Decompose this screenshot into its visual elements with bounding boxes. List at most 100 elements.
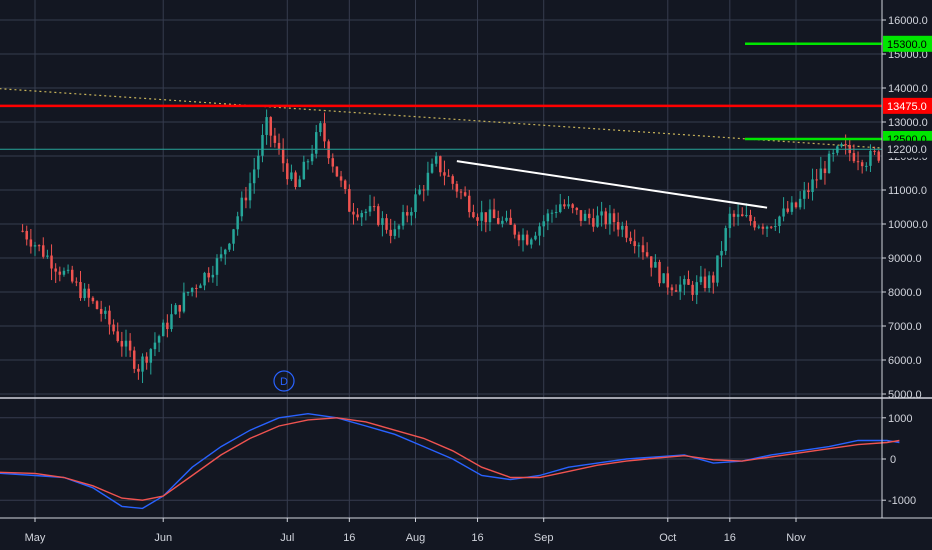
candle[interactable] [434, 156, 438, 164]
candle[interactable] [422, 189, 426, 191]
candle[interactable] [149, 349, 153, 363]
candle[interactable] [207, 272, 210, 278]
candle[interactable] [786, 208, 789, 212]
candle[interactable] [372, 206, 376, 208]
candle[interactable] [790, 202, 794, 212]
candle[interactable] [286, 163, 289, 180]
candle[interactable] [749, 215, 752, 222]
candle[interactable] [463, 192, 467, 196]
candle[interactable] [261, 134, 264, 156]
candle[interactable] [546, 213, 550, 222]
candle[interactable] [501, 220, 504, 224]
candle[interactable] [513, 224, 517, 235]
candle[interactable] [559, 204, 562, 213]
candle[interactable] [108, 310, 111, 325]
candle[interactable] [492, 209, 496, 219]
candle[interactable] [877, 151, 880, 161]
candle[interactable] [269, 117, 272, 136]
candle[interactable] [99, 308, 103, 314]
candle[interactable] [691, 284, 694, 295]
candle[interactable] [195, 287, 198, 289]
candle[interactable] [674, 290, 678, 292]
candle[interactable] [426, 172, 430, 191]
candle[interactable] [732, 213, 736, 217]
candle[interactable] [621, 225, 624, 230]
candle[interactable] [46, 255, 49, 257]
candle[interactable] [575, 207, 579, 211]
candle[interactable] [294, 172, 297, 187]
candle[interactable] [37, 245, 41, 247]
candle[interactable] [314, 132, 318, 154]
candle[interactable] [869, 150, 872, 166]
candle[interactable] [137, 368, 140, 372]
candle[interactable] [252, 169, 256, 184]
candle[interactable] [538, 226, 541, 236]
candle[interactable] [600, 211, 603, 216]
candle[interactable] [521, 234, 525, 241]
candle[interactable] [236, 216, 239, 230]
candle[interactable] [79, 281, 82, 299]
candle[interactable] [455, 183, 459, 192]
candle[interactable] [765, 226, 769, 229]
candle[interactable] [604, 211, 607, 225]
candle[interactable] [430, 163, 434, 173]
candle[interactable] [381, 218, 384, 225]
candle[interactable] [517, 234, 521, 241]
candle[interactable] [803, 190, 806, 199]
candle[interactable] [740, 214, 744, 217]
candle[interactable] [753, 221, 756, 228]
candle[interactable] [587, 213, 591, 219]
oscillator-line[interactable] [0, 412, 900, 510]
candle[interactable] [592, 218, 595, 227]
candle[interactable] [153, 342, 157, 350]
candle[interactable] [203, 272, 206, 286]
white-trendline[interactable] [456, 160, 768, 209]
candle[interactable] [215, 258, 219, 275]
candle[interactable] [625, 225, 628, 238]
candle[interactable] [161, 322, 165, 337]
candle[interactable] [145, 356, 148, 363]
candle[interactable] [666, 273, 670, 288]
candle[interactable] [815, 179, 818, 181]
candle[interactable] [42, 245, 45, 257]
candle[interactable] [439, 156, 442, 173]
candle[interactable] [637, 245, 641, 247]
candle[interactable] [319, 123, 322, 133]
candle[interactable] [298, 179, 301, 187]
candle[interactable] [277, 142, 281, 149]
candle[interactable] [87, 288, 91, 298]
dividend-marker-circle[interactable] [273, 370, 295, 392]
candle[interactable] [583, 213, 587, 221]
candle[interactable] [484, 212, 488, 223]
candle[interactable] [157, 336, 161, 343]
candle[interactable] [360, 213, 363, 218]
candle[interactable] [182, 292, 186, 312]
candle[interactable] [397, 225, 401, 230]
candle[interactable] [658, 261, 661, 284]
candle[interactable] [480, 212, 483, 221]
candle[interactable] [798, 198, 802, 208]
candle[interactable] [389, 229, 392, 236]
candle[interactable] [310, 153, 314, 162]
candle[interactable] [695, 282, 698, 295]
candle[interactable] [670, 287, 674, 291]
candle[interactable] [58, 271, 62, 275]
candle[interactable] [769, 226, 773, 228]
candle[interactable] [707, 275, 711, 288]
candle[interactable] [728, 213, 732, 229]
candle[interactable] [116, 331, 119, 342]
candle[interactable] [368, 206, 372, 212]
candle[interactable] [166, 322, 169, 330]
candle[interactable] [25, 230, 28, 240]
candle[interactable] [542, 221, 545, 227]
candle[interactable] [211, 274, 215, 278]
candle[interactable] [21, 230, 24, 232]
candle[interactable] [650, 256, 653, 268]
candle[interactable] [401, 212, 405, 226]
candle[interactable] [91, 297, 95, 302]
candle[interactable] [83, 288, 86, 299]
candle[interactable] [554, 212, 558, 214]
candle[interactable] [678, 284, 682, 292]
candle[interactable] [612, 213, 616, 223]
candle[interactable] [290, 172, 293, 180]
